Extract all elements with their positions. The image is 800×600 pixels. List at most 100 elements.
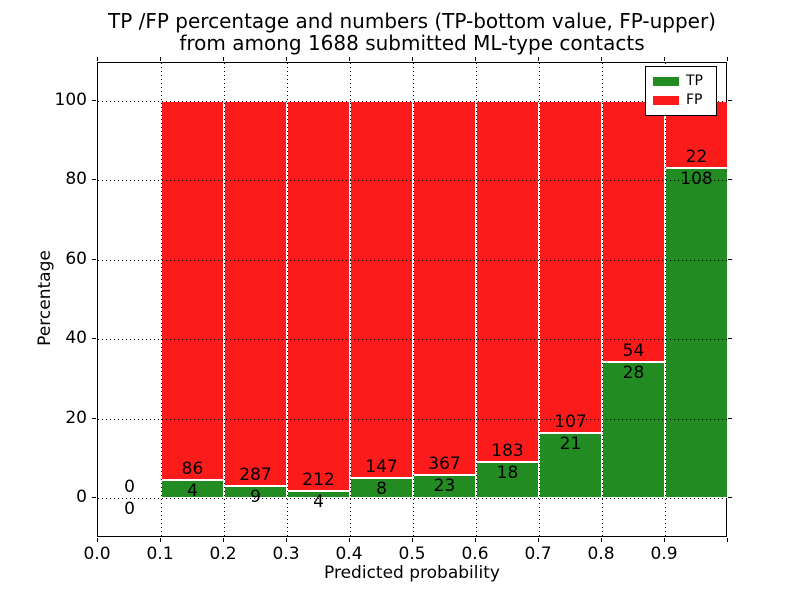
x-tick-mark [412,538,413,542]
tp-count-label: 23 [433,475,456,496]
plot-area: 0 0 86 4 287 9 212 4 147 8 367 23 183 18 107 21 54 28 22 10… [97,62,728,538]
y-tick-mark-right [728,179,732,181]
y-tick-mark [92,497,96,498]
x-tick-mark [349,538,350,542]
x-tick-label: 0.2 [209,544,237,564]
tp-count-label: 0 [124,499,135,519]
x-tick-mark [97,538,98,542]
legend-item-fp: FP [653,91,709,110]
chart-title: TP /FP percentage and numbers (TP-bottom… [97,10,727,54]
tp-count-label: 9 [250,486,261,507]
vertical-gridline [413,63,414,538]
tp-bar-segment [665,168,728,498]
vertical-gridline [350,63,351,538]
tp-count-label: 18 [496,463,519,484]
fp-bar-segment [539,101,602,433]
tp-count-label: 108 [680,169,713,190]
x-tick-mark [727,538,728,542]
x-tick-mark [286,538,287,542]
fp-count-label: 367 [428,453,461,474]
x-tick-mark-top [160,57,161,61]
tp-count-label: 21 [559,433,582,454]
x-tick-mark [601,538,602,542]
x-tick-mark-top [727,57,728,61]
fp-count-label: 22 [685,147,708,168]
x-tick-mark [538,538,539,542]
y-tick-mark-right [728,497,732,498]
y-tick-mark [92,338,96,340]
vertical-gridline [161,63,162,538]
x-axis-label: Predicted probability [324,563,500,583]
y-tick-label: 40 [65,328,87,349]
y-tick-mark-right [728,100,732,101]
y-tick-label: 20 [65,407,87,428]
y-tick-mark [92,417,96,419]
x-tick-mark-top [412,57,413,61]
y-tick-label: 80 [65,169,87,190]
fp-bar-segment [476,101,539,463]
x-tick-mark [475,538,476,542]
fp-bar-segment [602,101,665,363]
fp-count-label: 147 [365,456,398,477]
x-tick-mark-top [223,57,224,61]
x-tick-label: 0.7 [524,544,552,564]
y-tick-mark-right [728,258,732,260]
legend-label: FP [686,92,703,108]
x-tick-label: 0.9 [650,544,678,564]
x-tick-mark [223,538,224,542]
vertical-gridline [539,63,540,538]
tp-bar-segment [476,462,539,498]
fp-bar-segment [350,101,413,478]
fp-bar-segment [161,101,224,481]
x-tick-label: 0.5 [398,544,426,564]
x-tick-mark [160,538,161,542]
x-tick-mark-top [664,57,665,61]
x-tick-mark-top [286,57,287,61]
legend-item-tp: TP [653,72,709,91]
y-tick-mark [92,179,96,181]
x-tick-mark-top [349,57,350,61]
tp-color-swatch [653,77,679,86]
y-tick-mark-right [728,338,732,340]
chart-title-line1: TP /FP percentage and numbers (TP-bottom… [108,9,716,33]
x-tick-mark-top [601,57,602,61]
y-tick-mark [92,100,96,101]
y-tick-mark [92,258,96,260]
fp-count-label: 183 [491,441,524,462]
vertical-gridline [476,63,477,538]
y-tick-label: 60 [65,248,87,269]
vertical-gridline [602,63,603,538]
x-tick-label: 0.6 [461,544,489,564]
x-tick-mark-top [538,57,539,61]
fp-count-label: 107 [554,411,587,432]
fp-count-label: 0 [124,477,135,497]
fp-count-label: 54 [622,341,645,362]
tp-bar-segment [539,432,602,498]
y-tick-mark-right [728,417,732,419]
fp-count-label: 86 [181,459,204,480]
x-tick-label: 0.3 [272,544,300,564]
vertical-gridline [224,63,225,538]
fp-bar-segment [224,101,287,486]
tp-count-label: 4 [187,481,198,502]
chart-title-line2: from among 1688 submitted ML-type contac… [179,31,645,55]
x-tick-mark [664,538,665,542]
x-tick-label: 0.0 [83,544,111,564]
tp-count-label: 28 [622,363,645,384]
y-tick-label: 100 [54,90,87,110]
x-tick-label: 0.1 [146,544,174,564]
fp-count-label: 212 [302,469,335,490]
x-tick-mark-top [475,57,476,61]
legend: TP FP [645,66,717,116]
tp-bar-segment [602,362,665,498]
legend-label: TP [686,73,703,89]
x-tick-label: 0.4 [335,544,363,564]
y-tick-label: 0 [76,487,87,507]
x-tick-mark-top [97,57,98,61]
fp-color-swatch [653,96,679,105]
fp-count-label: 287 [239,464,272,485]
tp-count-label: 4 [313,491,324,512]
fp-bar-segment [287,101,350,491]
vertical-gridline [287,63,288,538]
